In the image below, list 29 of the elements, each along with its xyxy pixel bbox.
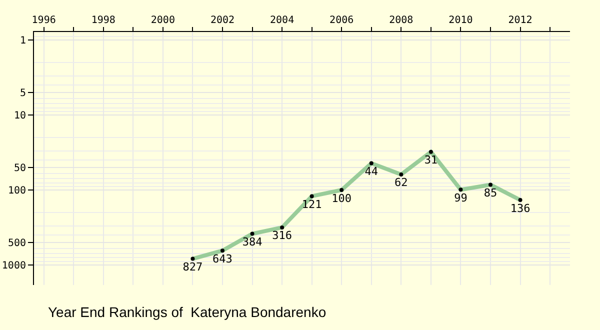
- y-tick-label: 100: [8, 186, 26, 197]
- data-label: 62: [394, 176, 408, 190]
- x-tick-label: 2006: [330, 15, 354, 26]
- data-label: 121: [302, 198, 322, 211]
- y-tick-label: 1: [20, 36, 26, 47]
- x-tick-label: 2000: [150, 15, 175, 26]
- y-tick-label: 500: [8, 238, 26, 249]
- x-tick-label: 2010: [448, 15, 473, 26]
- data-label: 827: [182, 260, 203, 274]
- data-label: 31: [424, 154, 438, 167]
- data-label: 99: [454, 191, 468, 204]
- x-tick-label: 2012: [508, 15, 532, 26]
- data-label: 85: [484, 186, 498, 200]
- x-tick-label: 1996: [32, 15, 56, 26]
- data-label: 100: [332, 192, 352, 205]
- data-label: 44: [364, 165, 378, 178]
- y-tick-label: 50: [14, 162, 26, 174]
- text: Year End Rankings of Kateryna Bondarenko: [48, 304, 326, 320]
- data-label: 136: [510, 202, 530, 215]
- y-tick-label: 10: [14, 110, 26, 122]
- y-tick-label: 1000: [2, 260, 26, 272]
- data-label: 643: [212, 252, 232, 266]
- data-label: 316: [272, 229, 292, 242]
- data-label: 384: [242, 236, 263, 249]
- x-tick-label: 2002: [210, 15, 235, 26]
- y-tick-label: 5: [20, 88, 26, 99]
- x-tick-label: 1998: [91, 15, 116, 26]
- x-tick-label: 2008: [389, 15, 414, 26]
- x-tick-label: 2004: [270, 15, 294, 26]
